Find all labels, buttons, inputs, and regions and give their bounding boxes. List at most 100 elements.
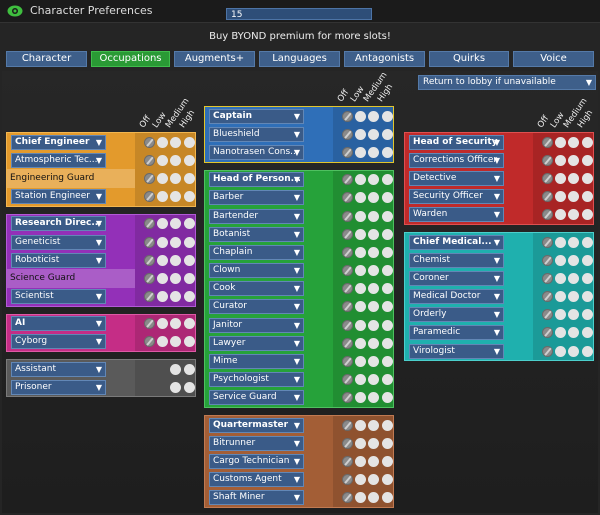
priority-option[interactable] <box>355 210 366 222</box>
priority-option[interactable] <box>555 309 566 321</box>
priority-off[interactable] <box>542 209 553 221</box>
priority-option[interactable] <box>170 191 181 203</box>
priority-option[interactable] <box>355 419 366 431</box>
priority-off[interactable] <box>144 172 155 184</box>
priority-option[interactable] <box>368 392 379 404</box>
priority-option[interactable] <box>368 474 379 486</box>
job-dropdown[interactable]: Psychologist ▼ <box>209 372 304 388</box>
priority-off[interactable] <box>342 301 353 313</box>
priority-option[interactable] <box>184 291 195 303</box>
priority-option[interactable] <box>355 374 366 386</box>
priority-option[interactable] <box>157 136 168 148</box>
job-dropdown[interactable]: Chemist ▼ <box>409 252 504 268</box>
priority-off[interactable] <box>144 272 155 284</box>
priority-option[interactable] <box>382 210 393 222</box>
priority-option[interactable] <box>355 492 366 504</box>
priority-option[interactable] <box>382 228 393 240</box>
priority-option[interactable] <box>355 174 366 186</box>
job-dropdown[interactable]: Roboticist ▼ <box>11 252 106 268</box>
job-dropdown[interactable]: Corrections Officer ▼ <box>409 152 504 168</box>
priority-off[interactable] <box>342 128 353 140</box>
job-dropdown[interactable]: Geneticist ▼ <box>11 234 106 250</box>
priority-option[interactable] <box>157 154 168 166</box>
priority-option[interactable] <box>368 492 379 504</box>
job-dropdown[interactable]: Bartender ▼ <box>209 208 304 224</box>
priority-option[interactable] <box>184 363 195 375</box>
priority-option[interactable] <box>157 318 168 330</box>
job-dropdown[interactable]: Captain ▼ <box>209 108 304 124</box>
priority-option[interactable] <box>368 210 379 222</box>
job-dropdown[interactable]: Scientist ▼ <box>11 289 106 305</box>
job-dropdown[interactable]: Curator ▼ <box>209 299 304 315</box>
priority-option[interactable] <box>184 154 195 166</box>
priority-off[interactable] <box>542 191 553 203</box>
priority-off[interactable] <box>342 474 353 486</box>
job-dropdown[interactable]: Lawyer ▼ <box>209 335 304 351</box>
priority-option[interactable] <box>368 437 379 449</box>
priority-option[interactable] <box>170 318 181 330</box>
priority-off[interactable] <box>144 236 155 248</box>
priority-off[interactable] <box>342 392 353 404</box>
priority-option[interactable] <box>355 392 366 404</box>
job-dropdown[interactable]: Blueshield ▼ <box>209 126 304 142</box>
job-dropdown[interactable]: Prisoner ▼ <box>11 379 106 395</box>
job-dropdown[interactable]: AI ▼ <box>11 316 106 332</box>
priority-option[interactable] <box>355 128 366 140</box>
priority-option[interactable] <box>184 254 195 266</box>
priority-off[interactable] <box>342 319 353 331</box>
tab[interactable]: Voice <box>513 51 594 67</box>
priority-option[interactable] <box>368 174 379 186</box>
priority-option[interactable] <box>184 272 195 284</box>
priority-option[interactable] <box>555 209 566 221</box>
priority-option[interactable] <box>355 228 366 240</box>
priority-option[interactable] <box>382 246 393 258</box>
priority-option[interactable] <box>382 419 393 431</box>
priority-option[interactable] <box>355 110 366 122</box>
job-dropdown[interactable]: Chief Medical... ▼ <box>409 234 504 250</box>
priority-option[interactable] <box>568 236 579 248</box>
priority-option[interactable] <box>382 356 393 368</box>
priority-option[interactable] <box>170 291 181 303</box>
priority-option[interactable] <box>368 283 379 295</box>
priority-option[interactable] <box>582 172 593 184</box>
priority-option[interactable] <box>368 128 379 140</box>
priority-option[interactable] <box>368 319 379 331</box>
priority-option[interactable] <box>170 381 181 393</box>
priority-option[interactable] <box>382 455 393 467</box>
priority-option[interactable] <box>382 337 393 349</box>
job-dropdown[interactable]: Clown ▼ <box>209 263 304 279</box>
job-dropdown[interactable]: Mime ▼ <box>209 354 304 370</box>
priority-off[interactable] <box>542 254 553 266</box>
priority-option[interactable] <box>157 336 168 348</box>
priority-option[interactable] <box>170 154 181 166</box>
priority-option[interactable] <box>555 272 566 284</box>
priority-option[interactable] <box>355 319 366 331</box>
priority-option[interactable] <box>582 327 593 339</box>
priority-off[interactable] <box>542 327 553 339</box>
priority-option[interactable] <box>582 309 593 321</box>
priority-option[interactable] <box>170 136 181 148</box>
priority-off[interactable] <box>144 191 155 203</box>
priority-option[interactable] <box>184 336 195 348</box>
priority-off[interactable] <box>342 110 353 122</box>
priority-option[interactable] <box>568 327 579 339</box>
job-dropdown[interactable]: Coroner ▼ <box>409 270 504 286</box>
priority-option[interactable] <box>382 128 393 140</box>
priority-option[interactable] <box>157 191 168 203</box>
priority-option[interactable] <box>582 136 593 148</box>
priority-option[interactable] <box>568 172 579 184</box>
priority-option[interactable] <box>355 265 366 277</box>
priority-option[interactable] <box>555 172 566 184</box>
priority-option[interactable] <box>568 209 579 221</box>
priority-off[interactable] <box>542 272 553 284</box>
priority-off[interactable] <box>144 291 155 303</box>
job-dropdown[interactable]: Barber ▼ <box>209 190 304 206</box>
priority-off[interactable] <box>542 154 553 166</box>
priority-option[interactable] <box>184 218 195 230</box>
priority-option[interactable] <box>555 236 566 248</box>
priority-option[interactable] <box>170 336 181 348</box>
priority-option[interactable] <box>355 337 366 349</box>
priority-option[interactable] <box>555 291 566 303</box>
priority-off[interactable] <box>342 437 353 449</box>
priority-option[interactable] <box>382 392 393 404</box>
